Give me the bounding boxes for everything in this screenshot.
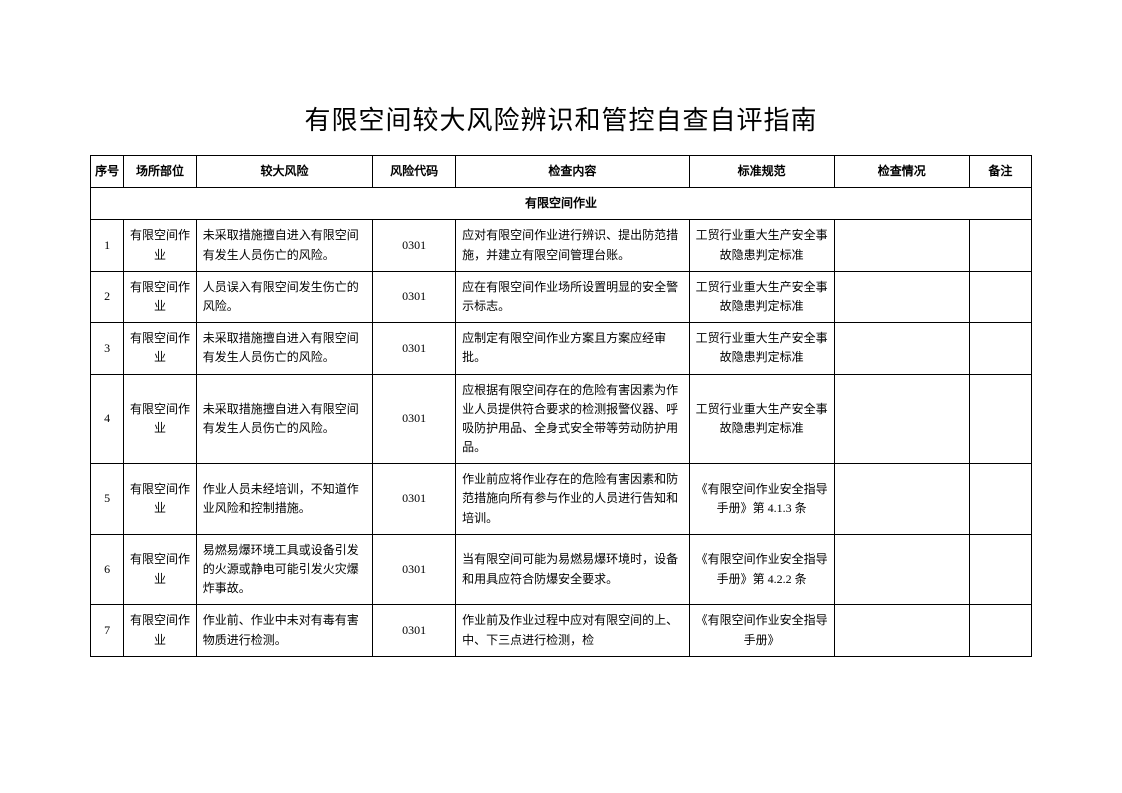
cell-status	[834, 271, 969, 322]
header-remark: 备注	[969, 156, 1031, 188]
cell-status	[834, 464, 969, 535]
cell-location: 有限空间作业	[124, 271, 197, 322]
cell-content: 应对有限空间作业进行辨识、提出防范措施，并建立有限空间管理台账。	[456, 220, 689, 271]
page-title: 有限空间较大风险辨识和管控自查自评指南	[90, 100, 1032, 137]
header-code: 风险代码	[373, 156, 456, 188]
cell-location: 有限空间作业	[124, 374, 197, 464]
cell-remark	[969, 220, 1031, 271]
cell-code: 0301	[373, 220, 456, 271]
cell-status	[834, 323, 969, 374]
cell-risk: 未采取措施擅自进入有限空间有发生人员伤亡的风险。	[196, 374, 372, 464]
cell-code: 0301	[373, 323, 456, 374]
table-row: 5 有限空间作业 作业人员未经培训，不知道作业风险和控制措施。 0301 作业前…	[91, 464, 1032, 535]
cell-status	[834, 374, 969, 464]
cell-location: 有限空间作业	[124, 605, 197, 656]
cell-remark	[969, 534, 1031, 605]
cell-risk: 作业前、作业中未对有毒有害物质进行检测。	[196, 605, 372, 656]
header-content: 检查内容	[456, 156, 689, 188]
cell-code: 0301	[373, 464, 456, 535]
table-body: 有限空间作业 1 有限空间作业 未采取措施擅自进入有限空间有发生人员伤亡的风险。…	[91, 188, 1032, 657]
cell-remark	[969, 464, 1031, 535]
cell-risk: 未采取措施擅自进入有限空间有发生人员伤亡的风险。	[196, 220, 372, 271]
cell-content: 应制定有限空间作业方案且方案应经审批。	[456, 323, 689, 374]
section-title: 有限空间作业	[91, 188, 1032, 220]
table-row: 4 有限空间作业 未采取措施擅自进入有限空间有发生人员伤亡的风险。 0301 应…	[91, 374, 1032, 464]
cell-code: 0301	[373, 605, 456, 656]
header-status: 检查情况	[834, 156, 969, 188]
cell-remark	[969, 374, 1031, 464]
cell-seq: 2	[91, 271, 124, 322]
cell-content: 当有限空间可能为易燃易爆环境时，设备和用具应符合防爆安全要求。	[456, 534, 689, 605]
cell-standard: 《有限空间作业安全指导手册》	[689, 605, 834, 656]
cell-code: 0301	[373, 271, 456, 322]
cell-risk: 作业人员未经培训，不知道作业风险和控制措施。	[196, 464, 372, 535]
table-row: 1 有限空间作业 未采取措施擅自进入有限空间有发生人员伤亡的风险。 0301 应…	[91, 220, 1032, 271]
section-row: 有限空间作业	[91, 188, 1032, 220]
header-location: 场所部位	[124, 156, 197, 188]
cell-standard: 工贸行业重大生产安全事故隐患判定标准	[689, 271, 834, 322]
header-risk: 较大风险	[196, 156, 372, 188]
cell-risk: 未采取措施擅自进入有限空间有发生人员伤亡的风险。	[196, 323, 372, 374]
cell-seq: 5	[91, 464, 124, 535]
table-row: 7 有限空间作业 作业前、作业中未对有毒有害物质进行检测。 0301 作业前及作…	[91, 605, 1032, 656]
risk-table: 序号 场所部位 较大风险 风险代码 检查内容 标准规范 检查情况 备注 有限空间…	[90, 155, 1032, 657]
cell-content: 作业前应将作业存在的危险有害因素和防范措施向所有参与作业的人员进行告知和培训。	[456, 464, 689, 535]
cell-seq: 4	[91, 374, 124, 464]
cell-location: 有限空间作业	[124, 534, 197, 605]
cell-remark	[969, 323, 1031, 374]
cell-seq: 1	[91, 220, 124, 271]
table-row: 2 有限空间作业 人员误入有限空间发生伤亡的风险。 0301 应在有限空间作业场…	[91, 271, 1032, 322]
cell-content: 应根据有限空间存在的危险有害因素为作业人员提供符合要求的检测报警仪器、呼吸防护用…	[456, 374, 689, 464]
cell-standard: 《有限空间作业安全指导手册》第 4.2.2 条	[689, 534, 834, 605]
cell-standard: 《有限空间作业安全指导手册》第 4.1.3 条	[689, 464, 834, 535]
cell-risk: 易燃易爆环境工具或设备引发的火源或静电可能引发火灾爆炸事故。	[196, 534, 372, 605]
cell-seq: 3	[91, 323, 124, 374]
cell-status	[834, 605, 969, 656]
cell-standard: 工贸行业重大生产安全事故隐患判定标准	[689, 374, 834, 464]
cell-code: 0301	[373, 534, 456, 605]
table-row: 6 有限空间作业 易燃易爆环境工具或设备引发的火源或静电可能引发火灾爆炸事故。 …	[91, 534, 1032, 605]
cell-location: 有限空间作业	[124, 464, 197, 535]
cell-seq: 6	[91, 534, 124, 605]
cell-location: 有限空间作业	[124, 220, 197, 271]
cell-standard: 工贸行业重大生产安全事故隐患判定标准	[689, 323, 834, 374]
cell-seq: 7	[91, 605, 124, 656]
table-row: 3 有限空间作业 未采取措施擅自进入有限空间有发生人员伤亡的风险。 0301 应…	[91, 323, 1032, 374]
cell-status	[834, 534, 969, 605]
cell-standard: 工贸行业重大生产安全事故隐患判定标准	[689, 220, 834, 271]
cell-location: 有限空间作业	[124, 323, 197, 374]
cell-status	[834, 220, 969, 271]
cell-remark	[969, 605, 1031, 656]
header-seq: 序号	[91, 156, 124, 188]
cell-risk: 人员误入有限空间发生伤亡的风险。	[196, 271, 372, 322]
cell-content: 作业前及作业过程中应对有限空间的上、中、下三点进行检测，检	[456, 605, 689, 656]
cell-remark	[969, 271, 1031, 322]
cell-code: 0301	[373, 374, 456, 464]
cell-content: 应在有限空间作业场所设置明显的安全警示标志。	[456, 271, 689, 322]
header-standard: 标准规范	[689, 156, 834, 188]
header-row: 序号 场所部位 较大风险 风险代码 检查内容 标准规范 检查情况 备注	[91, 156, 1032, 188]
